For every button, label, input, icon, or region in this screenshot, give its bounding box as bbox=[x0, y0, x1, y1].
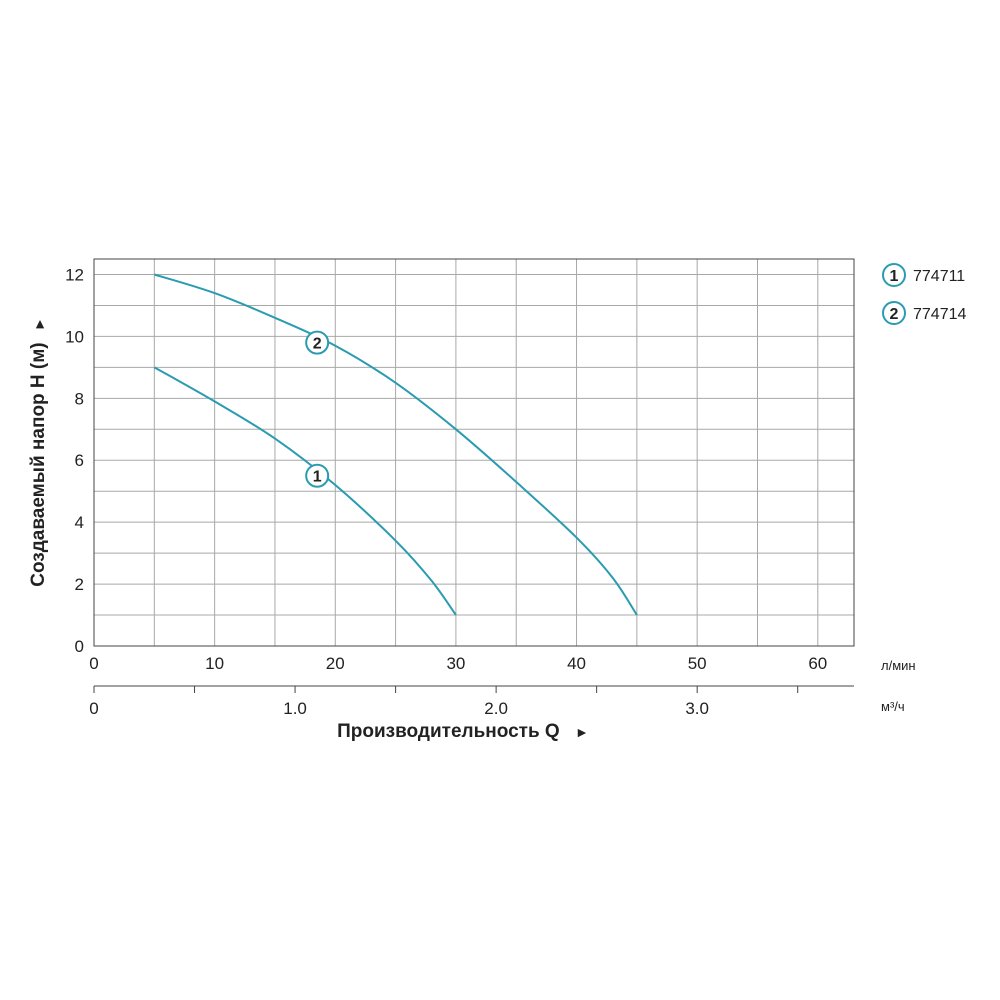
legend: 1 774711 2 774714 bbox=[882, 263, 966, 325]
y-tick-label: 4 bbox=[75, 513, 84, 532]
series-marker-circle bbox=[305, 330, 330, 355]
x2-tick-label: 0 bbox=[89, 699, 98, 718]
y-axis-title: Создаваемый напор H (м) ► bbox=[28, 317, 49, 587]
series-marker-circle bbox=[305, 463, 330, 488]
series-marker-label: 2 bbox=[313, 336, 322, 353]
y-tick-label: 6 bbox=[75, 451, 84, 470]
legend-marker-label: 1 bbox=[890, 268, 899, 285]
x-axis-arrow-icon: ► bbox=[575, 724, 589, 740]
x-tick-label: 40 bbox=[567, 654, 586, 673]
y-tick-label: 8 bbox=[75, 389, 84, 408]
x-tick-label: 50 bbox=[688, 654, 707, 673]
y-axis-title-text: Создаваемый напор H (м) bbox=[28, 342, 49, 586]
legend-marker-circle bbox=[882, 263, 906, 287]
legend-marker-label: 2 bbox=[890, 306, 899, 323]
y-tick-label: 12 bbox=[65, 265, 84, 284]
legend-series-name: 774711 bbox=[913, 268, 965, 285]
series-marker-label: 1 bbox=[313, 469, 322, 486]
grid bbox=[94, 259, 854, 646]
x-axis-tick-labels: 0 10 20 30 40 50 60 bbox=[89, 654, 827, 673]
x2-tick-label: 1.0 bbox=[283, 699, 307, 718]
y-axis-tick-labels: 0 2 4 6 8 10 12 bbox=[65, 265, 84, 656]
x-tick-label: 10 bbox=[205, 654, 224, 673]
secondary-x-axis: 0 1.0 2.0 3.0 bbox=[89, 685, 854, 718]
y-tick-label: 0 bbox=[75, 637, 84, 656]
x2-tick-label: 2.0 bbox=[484, 699, 508, 718]
y-tick-label: 2 bbox=[75, 575, 84, 594]
x-axis-title: Производительность Q ► bbox=[337, 721, 589, 742]
series-lines bbox=[153, 273, 638, 616]
y-axis-arrow-icon: ► bbox=[31, 317, 47, 331]
x2-tick-label: 3.0 bbox=[685, 699, 709, 718]
x-tick-label: 20 bbox=[326, 654, 345, 673]
y-tick-label: 10 bbox=[65, 327, 84, 346]
x-tick-label: 30 bbox=[446, 654, 465, 673]
x2-unit-label: м³/ч bbox=[881, 699, 905, 714]
x-axis-title-text: Производительность Q bbox=[337, 721, 560, 742]
legend-series-name: 774714 bbox=[913, 306, 966, 323]
legend-marker-circle bbox=[882, 301, 906, 325]
x-tick-label: 60 bbox=[808, 654, 827, 673]
series-markers: 12 bbox=[305, 330, 330, 488]
plot-frame bbox=[93, 258, 855, 647]
x-tick-label: 0 bbox=[89, 654, 98, 673]
x-unit-label: л/мин bbox=[881, 658, 916, 673]
series-line-1 bbox=[153, 366, 457, 616]
series-line-2 bbox=[154, 273, 638, 616]
